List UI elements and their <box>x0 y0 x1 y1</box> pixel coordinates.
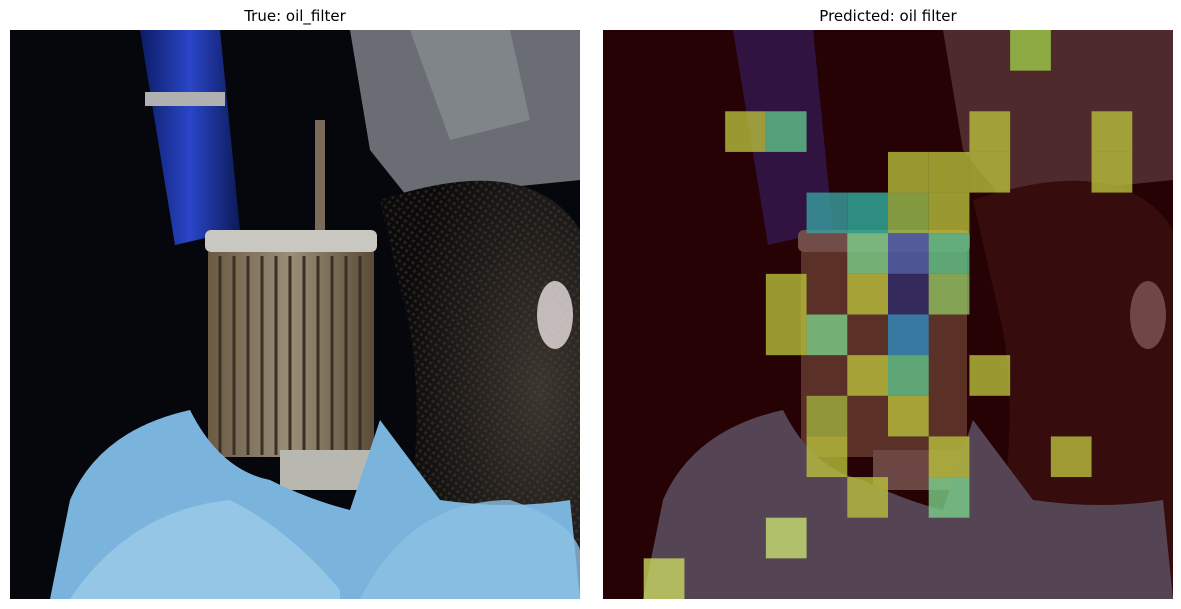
heatmap-cell <box>765 517 807 559</box>
title-true-label: True: oil_filter <box>244 7 346 25</box>
heatmap-cell <box>806 436 848 478</box>
heatmap-cell <box>928 151 970 193</box>
heatmap-cell <box>969 151 1011 193</box>
heatmap-cell <box>928 273 970 315</box>
heatmap-cell <box>806 314 848 356</box>
heatmap-cell <box>969 111 1011 152</box>
heatmap-cell <box>928 233 970 274</box>
title-predicted-label: Predicted: oil filter <box>819 7 957 25</box>
heatmap-cell <box>888 192 929 234</box>
heatmap-cell <box>888 151 929 193</box>
heatmap-cell <box>888 355 929 396</box>
heatmap-cell <box>928 192 970 234</box>
heatmap-cell <box>1091 111 1133 152</box>
heatmap-cell <box>1010 30 1051 71</box>
heatmap-cell <box>725 111 766 152</box>
heatmap-cell <box>1091 151 1133 193</box>
heatmap-cell <box>928 477 970 518</box>
heatmap-cell <box>888 314 929 356</box>
heatmap-cell <box>928 436 970 478</box>
heatmap-cell <box>847 477 888 518</box>
heatmap-cell <box>765 111 807 152</box>
attention-heatmap-overlay <box>603 30 1173 599</box>
heatmap-cell <box>847 233 888 274</box>
attention-overlay-panel <box>603 30 1173 599</box>
oil-filter-photo <box>10 30 580 599</box>
heatmap-cell <box>847 273 888 315</box>
heatmap-cell <box>847 192 888 234</box>
heatmap-cell <box>806 192 848 234</box>
original-image-panel <box>10 30 580 599</box>
heatmap-cell <box>765 273 807 315</box>
heatmap-cell <box>888 273 929 315</box>
heatmap-cell <box>806 395 848 437</box>
heatmap-cell <box>847 355 888 396</box>
heatmap-cell <box>969 355 1011 396</box>
heatmap-cell <box>765 314 807 356</box>
heatmap-cell <box>888 233 929 274</box>
heatmap-cell <box>888 395 929 437</box>
heatmap-cell <box>1050 436 1092 478</box>
heatmap-cell <box>643 558 685 599</box>
